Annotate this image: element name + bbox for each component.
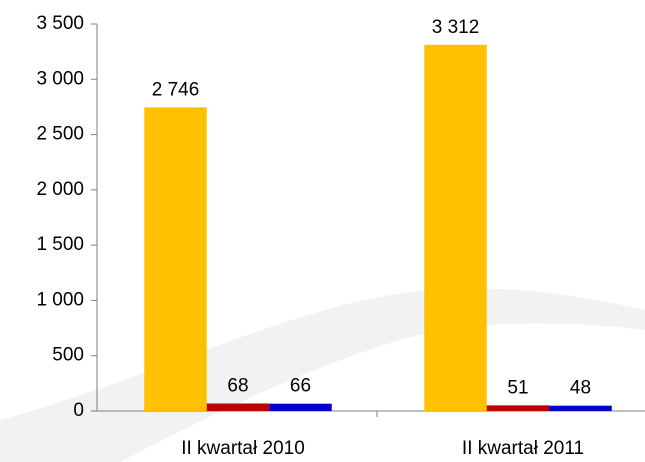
value-label: 51: [507, 377, 528, 398]
y-tick-label: 2 000: [36, 179, 84, 200]
value-label: 48: [570, 378, 591, 399]
y-tick-label: 1 500: [36, 234, 84, 255]
y-tick-label: 0: [73, 400, 84, 421]
y-tick-label: 3 000: [36, 68, 84, 89]
y-tick-label: 2 500: [36, 124, 84, 145]
y-tick-label: 500: [52, 345, 84, 366]
x-tick-label: II kwartał 2010: [181, 438, 305, 459]
bar: [269, 403, 332, 411]
bar: [144, 107, 207, 412]
bar: [424, 44, 487, 412]
bar: [206, 403, 270, 411]
value-label: 2 746: [152, 79, 200, 100]
value-label: 66: [290, 376, 311, 397]
y-tick-label: 3 500: [36, 13, 84, 34]
background-swoosh: [0, 288, 645, 462]
bar: [486, 405, 550, 411]
bar: [549, 405, 612, 411]
y-tick-label: 1 000: [36, 289, 84, 310]
x-tick-label: II kwartał 2011: [462, 438, 584, 459]
value-label: 68: [227, 375, 248, 396]
value-label: 3 312: [432, 17, 480, 38]
